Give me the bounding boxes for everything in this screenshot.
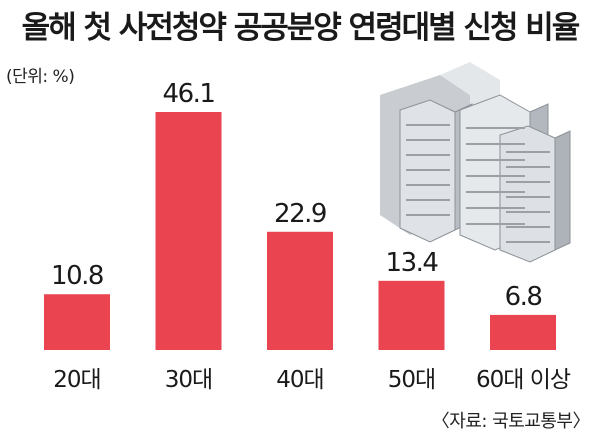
value-label-2: 22.9 [274, 199, 326, 229]
source-note: 〈자료: 국토교통부〉 [431, 411, 591, 432]
value-label-1: 46.1 [163, 79, 215, 109]
value-label-4: 6.8 [505, 282, 542, 312]
bar-4 [490, 314, 556, 350]
value-label-3: 13.4 [386, 248, 439, 278]
bar-3 [378, 280, 445, 350]
bar-2 [267, 231, 333, 350]
category-label-4: 60대 이상 [476, 367, 571, 393]
bar-0 [44, 294, 110, 350]
category-label-0: 20대 [53, 367, 100, 393]
category-label-3: 50대 [388, 367, 435, 393]
unit-label: (단위: %) [6, 67, 75, 87]
category-label-2: 40대 [276, 367, 323, 393]
bar-1 [155, 112, 222, 350]
building-illustration-icon [380, 62, 571, 263]
chart-title: 올해 첫 사전청약 공공분양 연령대별 신청 비율 [21, 10, 581, 46]
category-label-1: 30대 [165, 367, 212, 393]
value-label-0: 10.8 [51, 261, 103, 291]
